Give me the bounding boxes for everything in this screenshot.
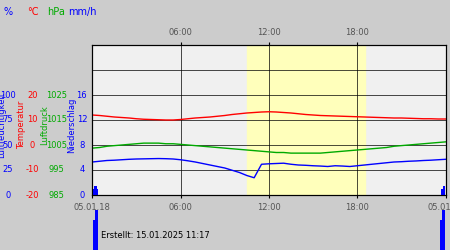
Bar bbox=[442, 210, 445, 250]
Bar bbox=[440, 220, 442, 250]
Text: 985: 985 bbox=[48, 190, 64, 200]
Text: Erstellt: 15.01.2025 11:17: Erstellt: 15.01.2025 11:17 bbox=[101, 231, 210, 240]
Text: 1005: 1005 bbox=[46, 140, 67, 149]
Text: 75: 75 bbox=[3, 116, 14, 124]
Text: 20: 20 bbox=[27, 90, 38, 100]
Text: 1015: 1015 bbox=[46, 116, 67, 124]
Bar bbox=[247, 45, 364, 195]
Text: 0: 0 bbox=[5, 190, 11, 200]
Text: -10: -10 bbox=[26, 166, 39, 174]
Bar bbox=[94, 186, 97, 195]
Text: hPa: hPa bbox=[47, 8, 65, 18]
Text: %: % bbox=[4, 8, 13, 18]
Bar bbox=[92, 189, 95, 195]
Text: 8: 8 bbox=[79, 140, 85, 149]
Text: -20: -20 bbox=[26, 190, 39, 200]
Text: 16: 16 bbox=[76, 90, 87, 100]
Text: mm/h: mm/h bbox=[68, 8, 96, 18]
Bar bbox=[93, 220, 96, 250]
Bar bbox=[442, 186, 445, 195]
Text: 10: 10 bbox=[27, 116, 38, 124]
Text: Luftfeuchtigkeit: Luftfeuchtigkeit bbox=[0, 92, 6, 158]
Bar bbox=[95, 189, 98, 195]
Text: Temperatur: Temperatur bbox=[17, 101, 26, 149]
Text: Luftdruck: Luftdruck bbox=[40, 105, 50, 145]
Bar bbox=[441, 189, 444, 195]
Text: 12: 12 bbox=[76, 116, 87, 124]
Text: 50: 50 bbox=[3, 140, 14, 149]
Text: 1025: 1025 bbox=[46, 90, 67, 100]
Text: 0: 0 bbox=[79, 190, 85, 200]
Text: 25: 25 bbox=[3, 166, 14, 174]
Bar bbox=[95, 210, 98, 250]
Text: 4: 4 bbox=[79, 166, 85, 174]
Text: 0: 0 bbox=[30, 140, 35, 149]
Text: 995: 995 bbox=[49, 166, 64, 174]
Text: °C: °C bbox=[27, 8, 38, 18]
Text: 100: 100 bbox=[0, 90, 16, 100]
Text: Niederschlag: Niederschlag bbox=[68, 97, 76, 153]
